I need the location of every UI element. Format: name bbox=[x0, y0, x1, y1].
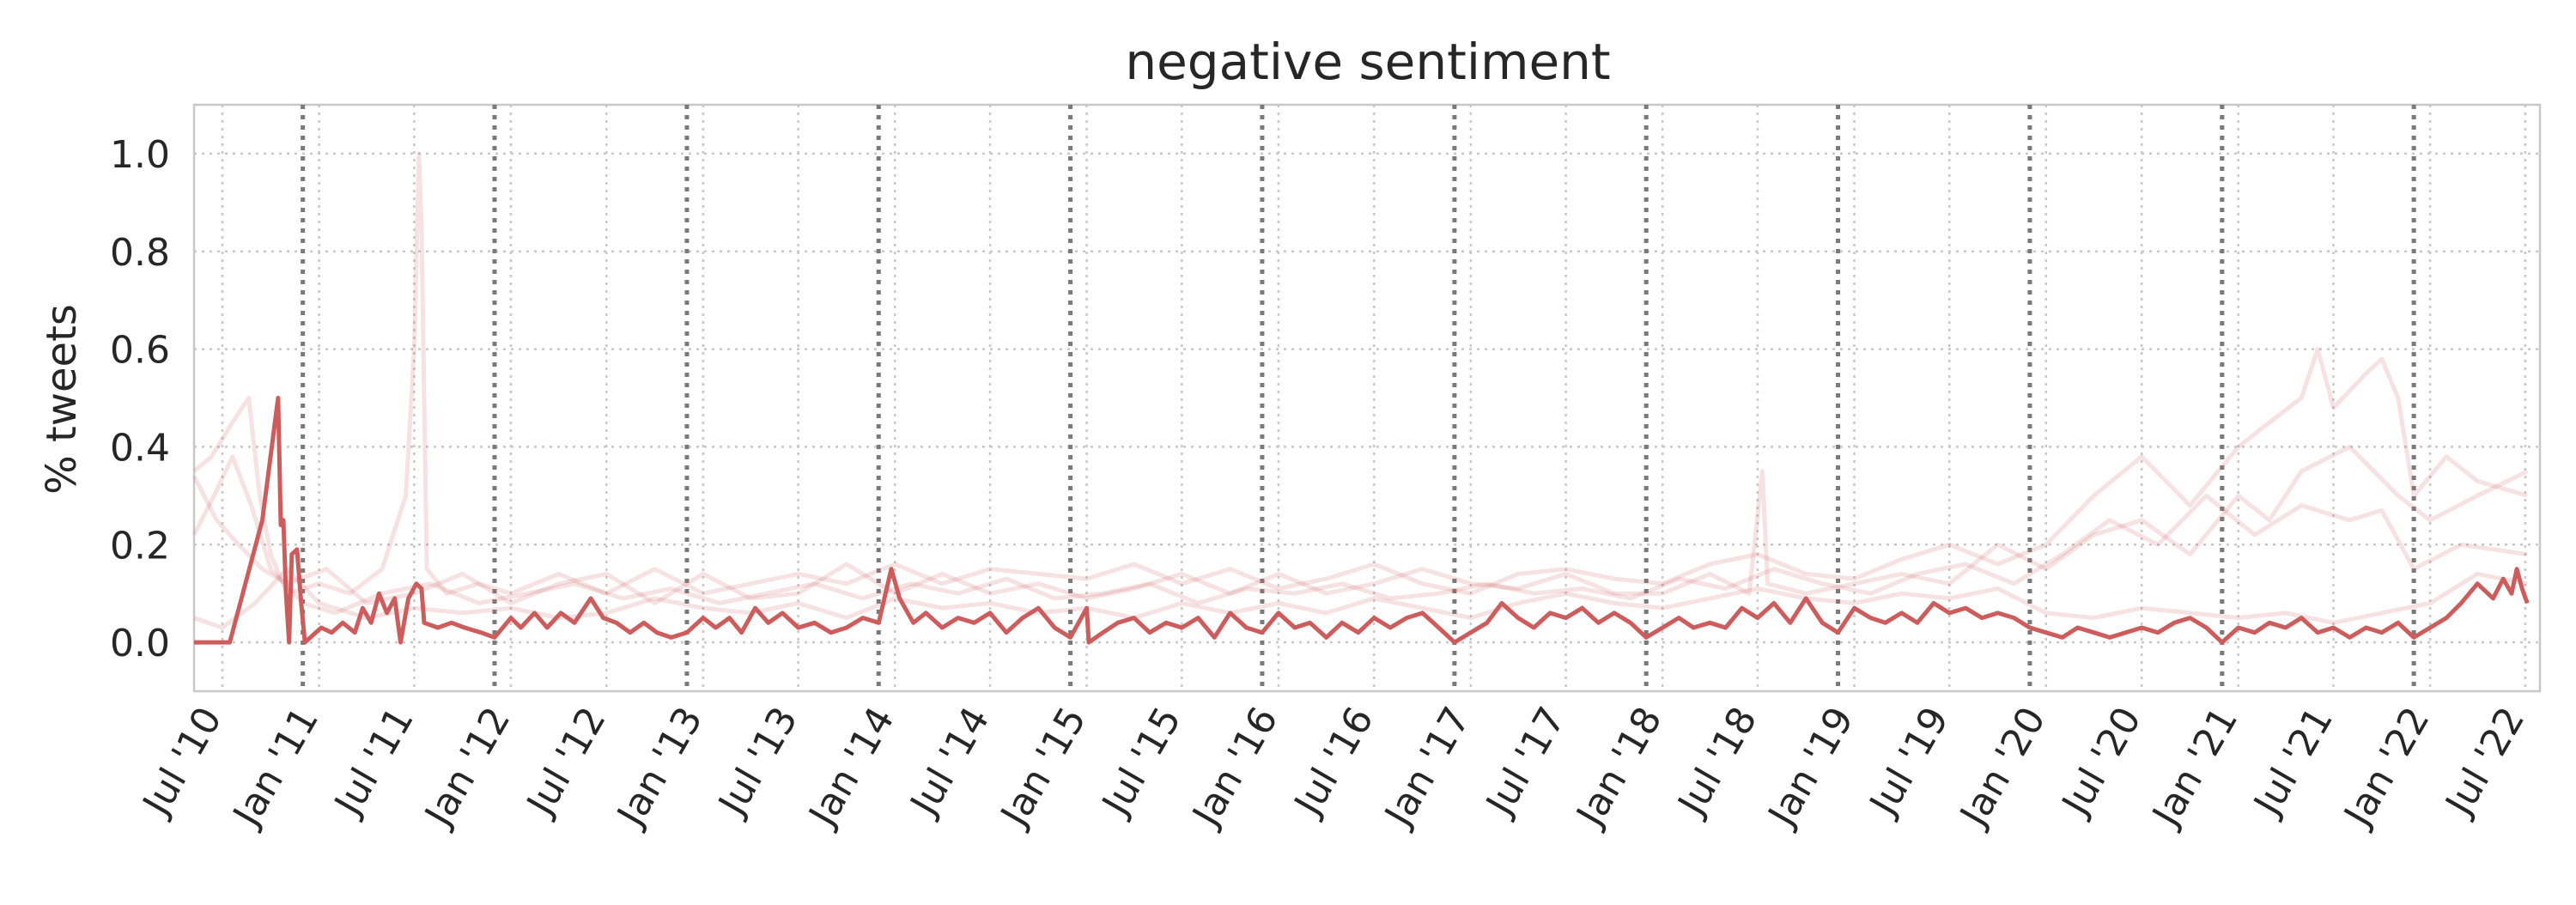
x-tick-label: Jul '11 bbox=[325, 700, 422, 824]
x-tick-label: Jul '13 bbox=[709, 700, 806, 824]
x-tick-label: Jul '17 bbox=[1477, 700, 1574, 824]
y-tick-label: 1.0 bbox=[110, 133, 170, 177]
x-tick-label: Jul '21 bbox=[2245, 700, 2342, 824]
main-series-line bbox=[194, 396, 2530, 645]
y-axis-label: % tweets bbox=[38, 304, 86, 495]
y-tick-labels: 0.0 0.2 0.4 0.6 0.8 1.0 bbox=[110, 133, 170, 665]
x-tick-label: Jul '19 bbox=[1861, 700, 1958, 824]
x-tick-label: Jan '18 bbox=[1567, 700, 1671, 835]
x-tick-label: Jan '16 bbox=[1183, 700, 1287, 835]
x-tick-label: Jan '14 bbox=[799, 700, 903, 835]
x-tick-label: Jan '17 bbox=[1376, 700, 1479, 835]
background-series-line bbox=[191, 444, 2529, 605]
x-tick-label: Jan '11 bbox=[224, 700, 328, 835]
grid-lines bbox=[194, 105, 2540, 691]
x-tick-label: Jan '21 bbox=[2143, 700, 2247, 835]
y-tick-label: 0.0 bbox=[110, 622, 170, 665]
x-tick-label: Jul '10 bbox=[133, 700, 230, 824]
chart-title: negative sentiment bbox=[1125, 33, 1610, 91]
x-tick-label: Jul '15 bbox=[1093, 700, 1190, 824]
x-tick-label: Jan '19 bbox=[1759, 700, 1862, 835]
y-tick-label: 0.2 bbox=[110, 524, 170, 568]
x-tick-label: Jul '18 bbox=[1668, 700, 1765, 824]
x-tick-label: Jan '13 bbox=[608, 700, 712, 835]
background-series-line bbox=[191, 454, 2528, 616]
y-tick-label: 0.8 bbox=[110, 231, 170, 275]
x-tick-label: Jan '20 bbox=[1951, 700, 2055, 835]
x-tick-label: Jul '22 bbox=[2436, 700, 2533, 824]
x-tick-label: Jul '16 bbox=[1285, 700, 1382, 824]
background-series-line bbox=[193, 567, 2528, 630]
y-tick-label: 0.6 bbox=[110, 329, 170, 373]
x-tick-label: Jul '14 bbox=[901, 700, 998, 824]
x-tick-label: Jul '20 bbox=[2052, 700, 2149, 824]
x-tick-label: Jul '12 bbox=[518, 700, 615, 824]
x-tick-label: Jan '15 bbox=[991, 700, 1095, 835]
x-tick-label: Jan '12 bbox=[416, 700, 519, 835]
y-tick-label: 0.4 bbox=[110, 426, 170, 470]
background-series-line bbox=[192, 151, 2529, 596]
plot-frame bbox=[192, 103, 2542, 693]
x-tick-label: Jan '22 bbox=[2335, 700, 2439, 835]
series-lines bbox=[191, 151, 2530, 645]
